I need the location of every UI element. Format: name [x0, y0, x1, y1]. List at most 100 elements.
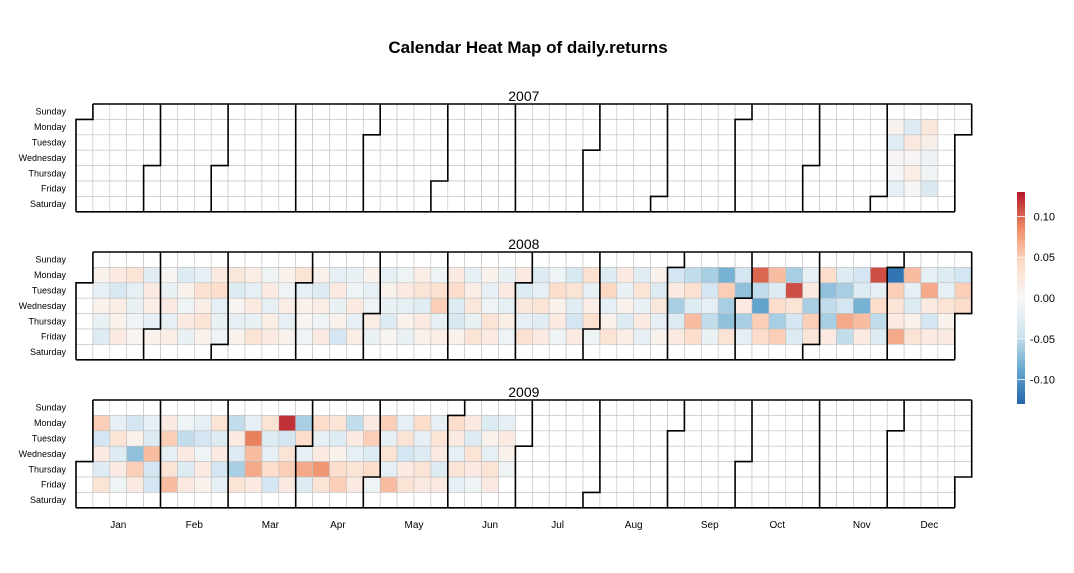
- heatmap-cell: [920, 251, 939, 268]
- month-label: Jun: [482, 520, 498, 531]
- heatmap-cell: [734, 165, 753, 182]
- heatmap-cell: [346, 415, 364, 432]
- heatmap-cell: [650, 165, 668, 182]
- heatmap-cell: [143, 297, 161, 314]
- heatmap-cell: [954, 119, 972, 136]
- heatmap-cell: [295, 165, 313, 182]
- heatmap-cell: [633, 267, 651, 284]
- heatmap-cell: [565, 103, 584, 120]
- heatmap-cell: [768, 415, 787, 432]
- month-boundary: [886, 400, 905, 508]
- heatmap-cell: [194, 399, 212, 416]
- heatmap-cell: [362, 328, 381, 345]
- heatmap-cell: [261, 103, 280, 120]
- heatmap-cell: [802, 165, 820, 182]
- heatmap-cell: [109, 267, 128, 284]
- heatmap-cell: [244, 344, 263, 361]
- heatmap-cell: [498, 328, 516, 345]
- heatmap-cell: [244, 476, 263, 493]
- heatmap-cell: [869, 165, 888, 182]
- heatmap-cell: [244, 134, 263, 151]
- heatmap-cell: [667, 119, 685, 136]
- heatmap-cell: [802, 196, 820, 213]
- heatmap-cell: [430, 415, 449, 432]
- heatmap-cell: [768, 149, 787, 166]
- heatmap-cell: [531, 461, 550, 478]
- heatmap-cell: [734, 430, 753, 447]
- heatmap-cell: [261, 430, 280, 447]
- heatmap-cell: [785, 344, 803, 361]
- heatmap-cell: [464, 282, 482, 299]
- heatmap-cell: [650, 180, 668, 197]
- heatmap-cell: [633, 149, 651, 166]
- heatmap-cell: [768, 313, 787, 330]
- heatmap-cell: [650, 445, 668, 462]
- month-borders: [75, 103, 973, 213]
- heatmap-cell: [126, 251, 144, 268]
- month-boundary: [801, 104, 821, 212]
- heatmap-cell: [312, 251, 330, 268]
- heatmap-cell: [210, 313, 229, 330]
- heatmap-cell: [869, 399, 888, 416]
- heatmap-cell: [143, 282, 161, 299]
- heatmap-cell: [379, 103, 398, 120]
- heatmap-cell: [92, 399, 111, 416]
- heatmap-cell: [802, 251, 820, 268]
- heatmap-cell: [802, 399, 820, 416]
- heatmap-cell: [447, 476, 465, 493]
- heatmap-cell: [700, 461, 719, 478]
- heatmap-cell: [531, 282, 550, 299]
- heatmap-cell: [143, 461, 161, 478]
- heatmap-cell: [227, 430, 246, 447]
- heatmap-cell: [886, 134, 905, 151]
- heatmap-cell: [143, 149, 161, 166]
- heatmap-cell: [515, 180, 533, 197]
- heatmap-cell: [447, 251, 465, 268]
- heatmap-cell: [126, 415, 144, 432]
- heatmap-cell: [667, 180, 685, 197]
- heatmap-cell: [379, 297, 398, 314]
- heatmap-cell: [210, 344, 229, 361]
- heatmap-cell: [362, 149, 381, 166]
- heatmap-cell: [481, 196, 499, 213]
- heatmap-cell: [734, 267, 753, 284]
- heatmap-cell: [464, 344, 482, 361]
- heatmap-cell: [954, 445, 972, 462]
- heatmap-cell: [633, 430, 651, 447]
- heatmap-cell: [244, 103, 263, 120]
- heatmap-cell: [346, 282, 364, 299]
- heatmap-cell: [768, 476, 787, 493]
- heatmap-cell: [312, 149, 330, 166]
- heatmap-cell: [396, 328, 415, 345]
- heatmap-cell: [599, 297, 618, 314]
- heatmap-cell: [396, 251, 415, 268]
- heatmap-cell: [210, 119, 229, 136]
- heatmap-cell: [194, 149, 212, 166]
- heatmap-cell: [346, 267, 364, 284]
- heatmap-cell: [194, 461, 212, 478]
- heatmap-cell: [853, 149, 871, 166]
- heatmap-cell: [447, 445, 465, 462]
- heatmap-cell: [329, 119, 347, 136]
- heatmap-cell: [599, 267, 618, 284]
- heatmap-cell: [177, 476, 195, 493]
- heatmap-cells: [75, 399, 972, 509]
- heatmap-cell: [700, 180, 719, 197]
- heatmap-cell: [413, 196, 432, 213]
- heatmap-cell: [295, 282, 313, 299]
- heatmap-cell: [599, 282, 618, 299]
- heatmap-cell: [853, 165, 871, 182]
- heatmap-cell: [582, 313, 601, 330]
- heatmap-cell: [616, 180, 634, 197]
- heatmap-cell: [109, 328, 128, 345]
- heatmap-cell: [278, 149, 296, 166]
- heatmap-cell: [582, 492, 601, 509]
- heatmap-cell: [126, 313, 144, 330]
- heatmap-cell: [244, 149, 263, 166]
- heatmap-cell: [143, 328, 161, 345]
- heatmap-cell: [75, 461, 94, 478]
- heatmap-cell: [396, 149, 415, 166]
- heatmap-cell: [143, 344, 161, 361]
- heatmap-cell: [278, 430, 296, 447]
- heatmap-cell: [920, 313, 939, 330]
